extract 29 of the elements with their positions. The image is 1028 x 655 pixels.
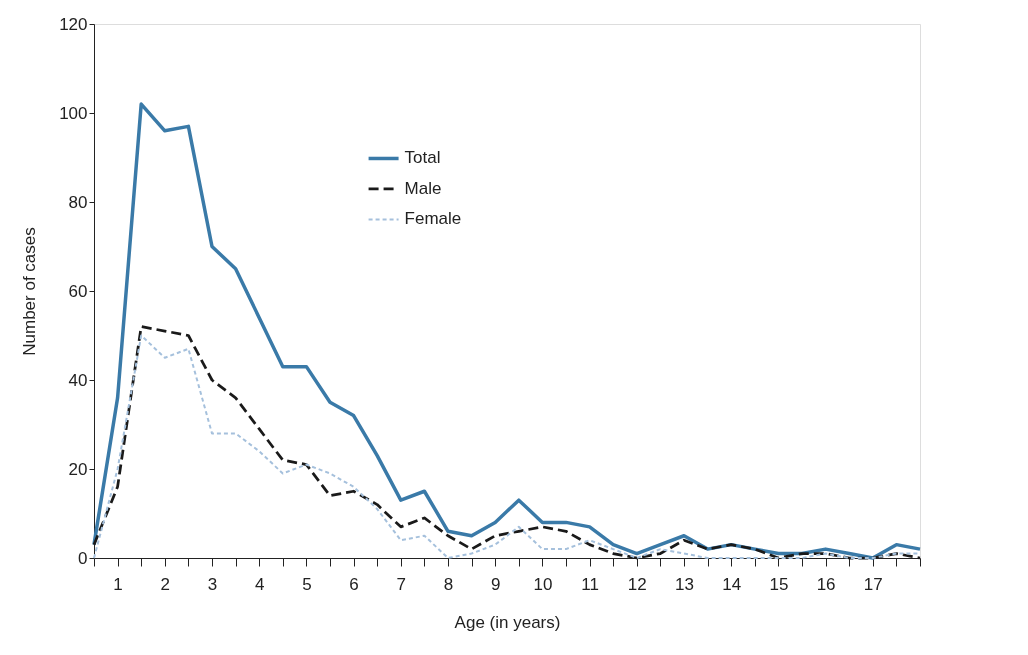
x-tick-label: 8	[443, 574, 454, 594]
y-tick-label: 60	[68, 281, 88, 301]
x-tick-label: 11	[581, 574, 599, 594]
y-axis-title: Number of cases	[20, 227, 40, 356]
x-tick-label: 7	[396, 574, 407, 594]
x-tick-label: 6	[349, 574, 359, 594]
x-tick-label: 4	[254, 574, 265, 594]
x-tick-label: 2	[160, 574, 171, 594]
y-tick-label: 120	[59, 14, 88, 34]
y-tick-label: 100	[59, 103, 88, 123]
x-tick-label: 16	[816, 574, 836, 594]
x-axis-title: Age (in years)	[454, 612, 561, 632]
y-tick-label: 20	[68, 459, 88, 479]
x-tick-label: 13	[675, 574, 694, 594]
x-tick-label: 1	[113, 574, 123, 594]
x-tick-label: 9	[490, 574, 501, 594]
x-tick-label: 15	[769, 574, 789, 594]
x-tick-label: 10	[533, 574, 553, 594]
x-tick-label: 17	[863, 574, 883, 594]
x-tick-label: 12	[627, 574, 647, 594]
y-tick-label: 40	[68, 370, 88, 390]
y-tick-label: 80	[68, 192, 88, 212]
legend-label: Total	[404, 148, 441, 168]
x-tick-label: 3	[207, 574, 218, 594]
x-tick-label: 14	[722, 574, 742, 594]
legend-label: Female	[404, 209, 462, 229]
x-tick-label: 5	[302, 574, 312, 594]
legend-label: Male	[404, 178, 442, 198]
y-tick-label: 0	[78, 548, 88, 568]
